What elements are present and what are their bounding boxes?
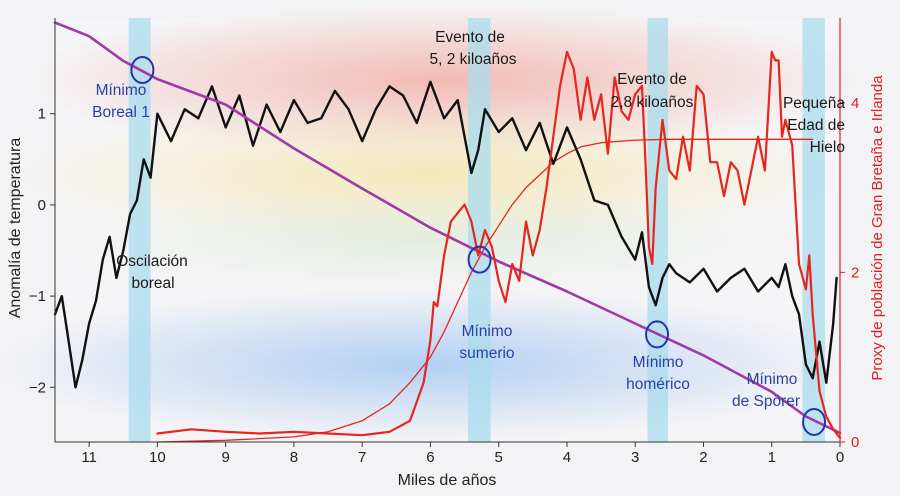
y-ticks: 1 0 −1 −2 bbox=[29, 106, 55, 396]
x-axis-label: Miles de años bbox=[398, 472, 497, 489]
annotation-event-5-2-line1: Evento de bbox=[435, 29, 505, 46]
axes bbox=[54, 18, 841, 443]
annotation-lia-line2: Edad de bbox=[787, 117, 845, 134]
x-tick-label: 10 bbox=[149, 449, 166, 466]
x-tick-label: 2 bbox=[699, 449, 707, 466]
y-tick-label: −2 bbox=[29, 379, 46, 396]
x-tick-label: 1 bbox=[768, 449, 776, 466]
annotation-event-2-8-line2: 2,8 kiloaños bbox=[611, 94, 694, 111]
minimum-marker-1 bbox=[130, 55, 155, 84]
highlight-band-1 bbox=[128, 18, 151, 442]
annotation-lia-line1: Pequeña bbox=[783, 95, 845, 112]
y2-tick-label: 4 bbox=[851, 95, 859, 112]
x-tick-label: 11 bbox=[81, 449, 97, 466]
x-tick-label: 5 bbox=[495, 449, 503, 466]
minimum-marker-3 bbox=[645, 320, 670, 349]
annotation-min-sporer-line2: de Spörer bbox=[732, 393, 800, 410]
annotation-oscillation-line1: Oscilación bbox=[116, 253, 188, 270]
annotations: Evento de 5, 2 kiloaños Evento de 2,8 ki… bbox=[92, 29, 845, 410]
series-layer bbox=[53, 21, 842, 443]
annotation-min-homerico-line1: Mínimo bbox=[633, 354, 684, 371]
y2-tick-label: 2 bbox=[851, 264, 859, 281]
annotation-min-boreal-line2: Boreal 1 bbox=[92, 104, 150, 121]
x-tick-label: 6 bbox=[426, 449, 434, 466]
minimum-marker-2 bbox=[467, 245, 492, 274]
minimum-marker-4 bbox=[802, 407, 827, 436]
y-axis-label: Anomalía de temperatura bbox=[7, 138, 24, 319]
x-tick-label: 7 bbox=[358, 449, 366, 466]
y-tick-label: 1 bbox=[38, 106, 46, 123]
y2-ticks: 4 2 0 bbox=[840, 95, 859, 451]
mid-glow-green bbox=[50, 190, 810, 290]
annotation-min-sumerio-line2: sumerio bbox=[459, 345, 514, 362]
x-ticks: 11 10 9 8 7 6 5 4 3 2 1 0 bbox=[81, 442, 844, 466]
minima-markers bbox=[130, 55, 827, 436]
y2-axis-label: Proxy de población de Gran Bretaña e Irl… bbox=[869, 75, 886, 381]
annotation-event-5-2-line2: 5, 2 kiloaños bbox=[429, 51, 516, 68]
annotation-oscillation-line2: boreal bbox=[131, 275, 174, 292]
annotation-min-sporer-line1: Mínimo bbox=[747, 371, 798, 388]
y-tick-label: −1 bbox=[29, 288, 46, 305]
x-tick-label: 0 bbox=[836, 449, 844, 466]
y-tick-label: 0 bbox=[38, 197, 46, 214]
series-population-proxy bbox=[156, 50, 842, 439]
y2-tick-label: 0 bbox=[851, 434, 859, 451]
x-tick-label: 4 bbox=[563, 449, 571, 466]
annotation-min-homerico-line2: homérico bbox=[626, 376, 690, 393]
annotation-min-boreal-line1: Mínimo bbox=[96, 82, 147, 99]
x-tick-label: 9 bbox=[221, 449, 229, 466]
series-trend bbox=[53, 21, 842, 435]
x-tick-label: 3 bbox=[631, 449, 639, 466]
annotation-event-2-8-line1: Evento de bbox=[617, 71, 687, 88]
highlight-band-2 bbox=[467, 18, 491, 442]
annotation-lia-line3: Hielo bbox=[810, 139, 845, 156]
series-population-logistic-fit bbox=[156, 138, 814, 443]
series-temperature-anomaly bbox=[53, 80, 838, 389]
highlight-band-4 bbox=[802, 18, 825, 442]
annotation-min-sumerio-line1: Mínimo bbox=[462, 323, 513, 340]
x-tick-label: 8 bbox=[290, 449, 298, 466]
